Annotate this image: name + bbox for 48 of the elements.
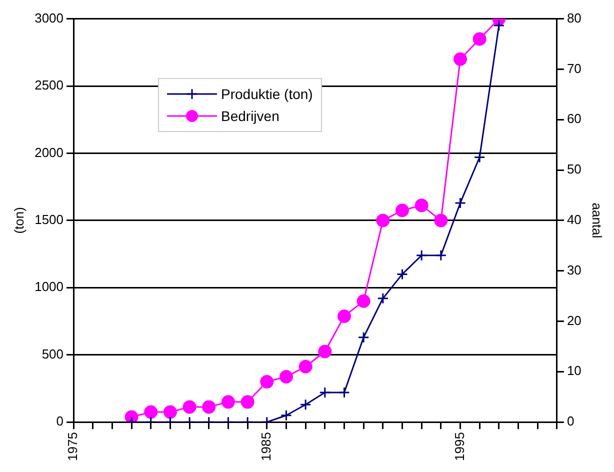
point bbox=[472, 32, 486, 46]
point bbox=[144, 405, 158, 419]
legend-label: Produktie (ton) bbox=[221, 85, 313, 104]
y-tick-label: 1500 bbox=[34, 212, 64, 228]
point bbox=[279, 370, 293, 384]
y-tick-label: 3000 bbox=[34, 10, 64, 26]
y2-axis-title: aantal bbox=[590, 202, 605, 238]
point bbox=[474, 152, 486, 164]
y-tick-label: 0 bbox=[56, 414, 64, 429]
point bbox=[414, 198, 428, 212]
point bbox=[260, 375, 274, 388]
x-tick-label: 1995 bbox=[452, 432, 467, 461]
y2-tick-label: 70 bbox=[566, 60, 582, 76]
point bbox=[395, 204, 409, 218]
point bbox=[454, 197, 466, 209]
y2-tick-label: 20 bbox=[566, 312, 582, 328]
point bbox=[202, 400, 216, 414]
x-tick-label: 1985 bbox=[258, 432, 274, 461]
point bbox=[377, 292, 389, 304]
y2-tick-label: 80 bbox=[566, 10, 582, 26]
point bbox=[337, 309, 351, 323]
y2-tick-label: 0 bbox=[566, 414, 574, 429]
legend-label: Bedrijven bbox=[221, 107, 280, 126]
point bbox=[163, 405, 177, 419]
y2-tick-label: 60 bbox=[566, 111, 582, 126]
point bbox=[434, 214, 448, 228]
point bbox=[221, 395, 235, 409]
point bbox=[356, 294, 370, 308]
point bbox=[124, 410, 138, 422]
y-tick-label: 2500 bbox=[34, 78, 64, 93]
point bbox=[318, 344, 332, 358]
y-tick-label: 2000 bbox=[34, 144, 64, 160]
point bbox=[298, 360, 312, 374]
point bbox=[396, 268, 408, 280]
y2-tick-label: 40 bbox=[566, 212, 582, 228]
y-tick-label: 1000 bbox=[34, 279, 64, 294]
point bbox=[454, 52, 468, 66]
y2-tick-label: 10 bbox=[566, 363, 582, 378]
point bbox=[240, 395, 254, 409]
y-tick-label: 500 bbox=[42, 346, 64, 362]
y2-tick-label: 50 bbox=[566, 162, 582, 177]
point bbox=[376, 214, 390, 228]
point bbox=[182, 400, 196, 414]
y-axis-title: (ton) bbox=[11, 207, 26, 234]
x-tick-label: 1975 bbox=[65, 432, 80, 461]
point bbox=[416, 250, 428, 262]
point bbox=[435, 250, 447, 262]
y2-tick-label: 30 bbox=[566, 262, 582, 278]
